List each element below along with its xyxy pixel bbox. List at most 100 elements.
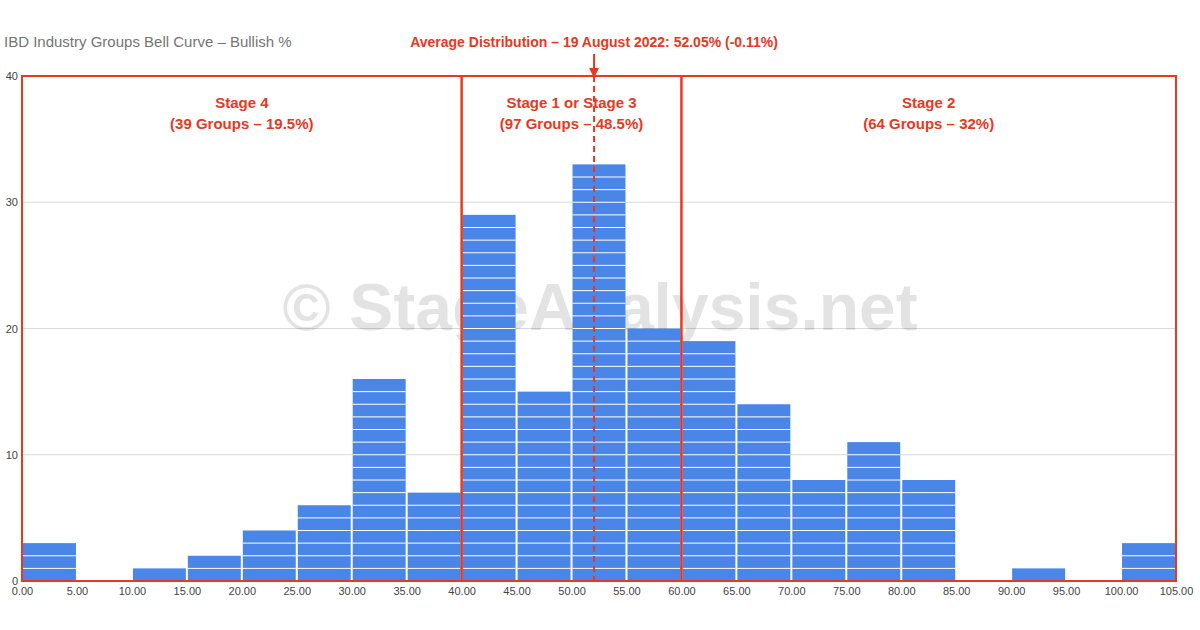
bar-segment-line <box>682 492 735 493</box>
annotations: Average Distribution – 19 August 2022: 5… <box>410 34 778 581</box>
bar-segment-line <box>737 505 790 506</box>
grid-line <box>22 454 1176 455</box>
bar-segment-line <box>298 517 351 518</box>
bar-segment-line <box>737 442 790 443</box>
x-tick: 20.00 <box>229 581 257 597</box>
x-tick-label: 85.00 <box>943 585 971 597</box>
bar-segment-line <box>518 404 571 405</box>
bar <box>573 164 626 581</box>
bar-segment-line <box>627 543 680 544</box>
bar-segment-line <box>518 492 571 493</box>
zone-detail: (64 Groups – 32%) <box>863 115 994 132</box>
bar <box>902 480 955 581</box>
y-tick: 30 <box>6 196 22 208</box>
x-tick: 5.00 <box>67 581 88 597</box>
bar-segment-line <box>573 328 626 329</box>
bar-segment-line <box>627 404 680 405</box>
bar-segment-line <box>847 492 900 493</box>
bar-segment-line <box>573 568 626 569</box>
bar-segment-line <box>463 328 516 329</box>
y-axis: 010203040 <box>6 70 23 587</box>
bar <box>1122 543 1175 581</box>
bar-segment-line <box>1122 568 1175 569</box>
bar-segment-line <box>298 555 351 556</box>
bar-segment-line <box>847 480 900 481</box>
bar-segment-line <box>682 379 735 380</box>
bar-segment-line <box>573 366 626 367</box>
x-tick-label: 100.00 <box>1105 585 1139 597</box>
y-tick: 20 <box>6 323 22 335</box>
bar-segment-line <box>792 492 845 493</box>
bar-segment-line <box>463 366 516 367</box>
bar-segment-line <box>737 454 790 455</box>
bar-segment-line <box>682 391 735 392</box>
bar-segment-line <box>518 416 571 417</box>
x-tick-label: 5.00 <box>67 585 88 597</box>
bar-segment-line <box>627 429 680 430</box>
bar-segment-line <box>682 505 735 506</box>
bar-segment-line <box>902 543 955 544</box>
bar-segment-line <box>518 530 571 531</box>
bar-segment-line <box>463 404 516 405</box>
bar-segment-line <box>737 517 790 518</box>
bar-segment-line <box>463 353 516 354</box>
bar-segment-line <box>573 341 626 342</box>
bar-segment-line <box>847 530 900 531</box>
bar-segment-line <box>518 543 571 544</box>
bar-segment-line <box>463 492 516 493</box>
bar-segment-line <box>627 379 680 380</box>
zones: Stage 4(39 Groups – 19.5%)Stage 1 or Sta… <box>22 76 1176 581</box>
bar-segment-line <box>353 442 406 443</box>
x-tick: 65.00 <box>723 581 751 597</box>
bar <box>737 404 790 581</box>
bar-segment-line <box>737 429 790 430</box>
bar-segment-line <box>353 568 406 569</box>
bar-segment-line <box>737 492 790 493</box>
bar-segment-line <box>847 467 900 468</box>
bar-segment-line <box>573 454 626 455</box>
bar-segment-line <box>518 517 571 518</box>
bar-segment-line <box>847 555 900 556</box>
x-tick: 60.00 <box>668 581 696 597</box>
bar-segment-line <box>737 543 790 544</box>
bar <box>1012 568 1065 581</box>
bar-segment-line <box>847 568 900 569</box>
bar-segment-line <box>627 568 680 569</box>
bar-segment-line <box>353 429 406 430</box>
bar-segment-line <box>463 442 516 443</box>
x-tick: 75.00 <box>833 581 861 597</box>
zone-box <box>22 76 462 581</box>
bar-segment-line <box>902 530 955 531</box>
x-tick-label: 10.00 <box>119 585 147 597</box>
y-tick-label: 30 <box>6 196 18 208</box>
bar-segment-line <box>463 454 516 455</box>
bar-segment-line <box>792 543 845 544</box>
bar-segment-line <box>463 391 516 392</box>
bar-segment-line <box>682 530 735 531</box>
bar-segment-line <box>682 353 735 354</box>
bar-segment-line <box>737 555 790 556</box>
bar-segment-line <box>243 543 296 544</box>
x-tick-label: 25.00 <box>283 585 311 597</box>
x-tick-label: 80.00 <box>888 585 916 597</box>
bar-segment-line <box>573 429 626 430</box>
bar-segment-line <box>627 467 680 468</box>
x-tick-label: 50.00 <box>558 585 586 597</box>
bar-segment-line <box>682 404 735 405</box>
bar-segment-line <box>573 227 626 228</box>
x-tick: 45.00 <box>503 581 531 597</box>
bar <box>847 442 900 581</box>
bar-segment-line <box>573 379 626 380</box>
bar-segment-line <box>518 555 571 556</box>
bar-segment-line <box>573 404 626 405</box>
bar-segment-line <box>23 568 76 569</box>
bar-segment-line <box>463 480 516 481</box>
bar-segment-line <box>1122 555 1175 556</box>
x-tick-label: 20.00 <box>229 585 257 597</box>
bar <box>627 329 680 582</box>
x-tick-label: 60.00 <box>668 585 696 597</box>
zone-detail: (97 Groups – 48.5%) <box>500 115 643 132</box>
bar-segment-line <box>573 543 626 544</box>
bar-segment-line <box>463 290 516 291</box>
bar-segment-line <box>847 543 900 544</box>
